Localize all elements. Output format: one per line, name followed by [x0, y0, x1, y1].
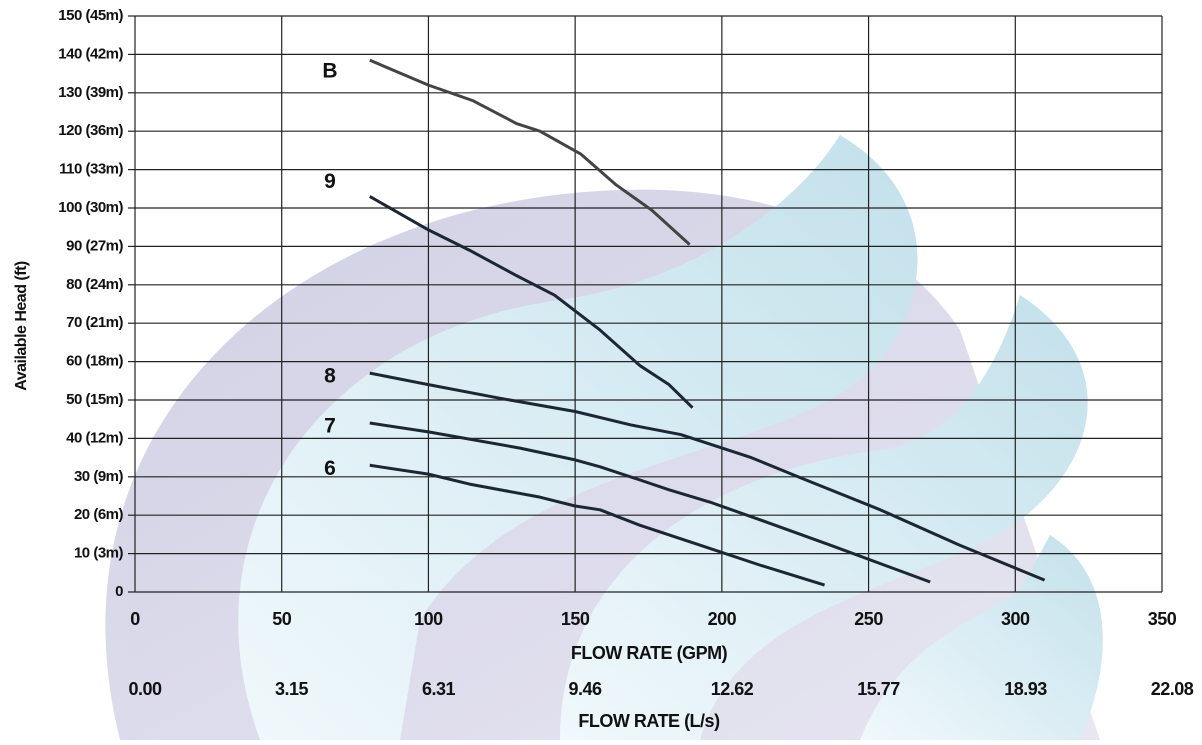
y-tick-label: 130 (39m) — [58, 84, 123, 101]
series-label: 6 — [324, 457, 335, 480]
x-tick-label: 200 — [708, 609, 737, 629]
series-line — [369, 463, 826, 587]
x2-tick-label: 9.46 — [568, 679, 602, 699]
x2-tick-label: 3.15 — [275, 679, 309, 699]
x2-tick-label: 6.31 — [422, 679, 456, 699]
series-label: 7 — [324, 415, 335, 438]
x2-tick-label: 0.00 — [128, 679, 162, 699]
y-tick-label: 60 (18m) — [66, 353, 123, 370]
y-tick-label: 10 (3m) — [74, 545, 124, 562]
series-line — [369, 421, 931, 584]
y-tick-label: 20 (6m) — [74, 506, 124, 523]
x-tick-label: 150 — [561, 609, 590, 629]
x2-tick-label: 22.08 — [1151, 679, 1194, 699]
y-tick-label: 40 (12m) — [66, 429, 123, 446]
y-tick-label: 150 (45m) — [58, 7, 123, 24]
y-tick-label: 50 (15m) — [66, 391, 123, 408]
y-tick-label: 110 (33m) — [59, 161, 123, 178]
watermark — [105, 135, 1103, 740]
y-tick-label: 30 (9m) — [74, 468, 124, 485]
series-line — [369, 195, 694, 409]
x-tick-label: 250 — [854, 609, 883, 629]
y-tick-label: 80 (24m) — [66, 276, 123, 293]
x2-tick-label: 15.77 — [857, 679, 900, 699]
series-label: B — [322, 60, 337, 83]
axes — [128, 15, 1163, 593]
series-label: 9 — [324, 170, 335, 193]
x-tick-label: 0 — [130, 609, 140, 629]
y-tick-label: 0 — [115, 583, 123, 600]
y-axis-label: Available Head (ft) — [13, 261, 30, 391]
x-tick-label: 350 — [1148, 609, 1177, 629]
y-tick-label: 90 (27m) — [66, 237, 123, 254]
x-tick-label: 100 — [414, 609, 443, 629]
x-axis-label: FLOW RATE (GPM) — [571, 643, 728, 663]
x2-axis-label: FLOW RATE (L/s) — [578, 711, 720, 731]
series-line — [369, 58, 691, 246]
series-line — [369, 371, 1046, 582]
y-tick-label: 140 (42m) — [58, 45, 123, 62]
y-tick-label: 70 (21m) — [66, 314, 123, 331]
x-tick-label: 50 — [272, 609, 292, 629]
series-label: 8 — [324, 365, 336, 388]
y-tick-label: 100 (30m) — [58, 199, 123, 216]
x2-tick-label: 18.93 — [1004, 679, 1047, 699]
x-tick-label: 300 — [1001, 609, 1030, 629]
y-tick-label: 120 (36m) — [58, 122, 123, 139]
x2-tick-label: 12.62 — [711, 679, 754, 699]
